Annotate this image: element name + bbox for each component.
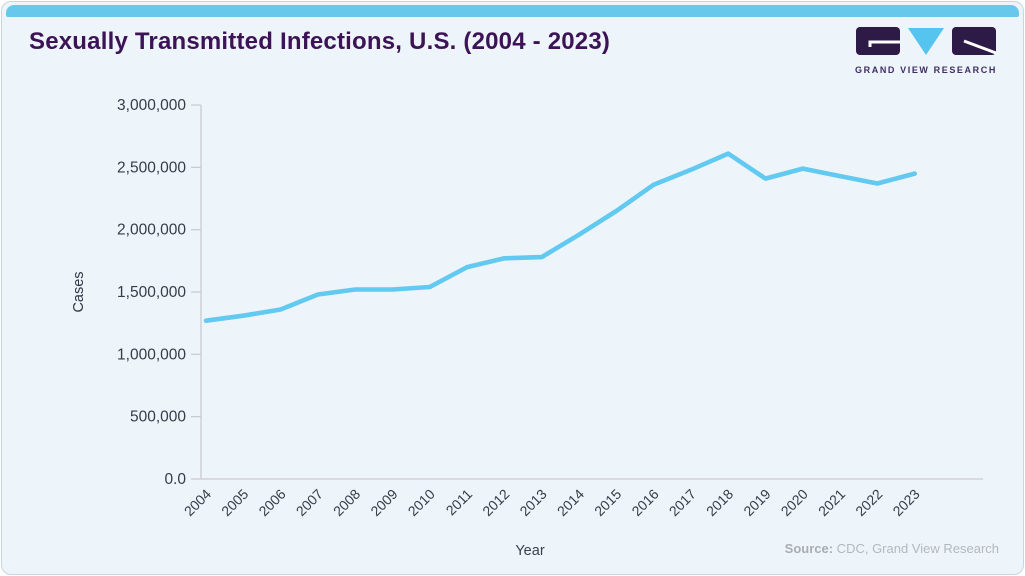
brand-logo: GRAND VIEW RESEARCH [855,24,997,75]
x-tick-label: 2009 [367,486,400,519]
x-tick-label: 2019 [740,486,773,519]
brand-logo-icon [856,27,997,55]
x-axis-title: Year [515,543,544,559]
y-tick-label: 3,000,000 [117,97,186,114]
x-tick-label: 2010 [405,486,438,519]
source-note: Source: CDC, Grand View Research [785,541,999,556]
x-tick-label: 2022 [852,486,885,519]
y-tick-label: 0.0 [164,471,186,488]
logo-r-cut [963,39,997,55]
x-tick-label: 2018 [703,486,736,519]
x-tick-label: 2021 [815,486,848,519]
x-tick-label: 2005 [218,486,251,519]
logo-g-cut [868,40,900,47]
x-tick-label: 2008 [330,486,363,519]
x-tick-label: 2023 [889,486,922,519]
data-line-cases [203,151,918,324]
x-tick-label: 2006 [255,486,288,519]
x-tick-label: 2012 [479,486,512,519]
page-title: Sexually Transmitted Infections, U.S. (2… [29,28,611,55]
x-tick-label: 2017 [666,486,699,519]
x-tick-label: 2007 [293,486,326,519]
x-tick-label: 2004 [181,486,214,519]
x-tick-label: 2014 [554,486,587,519]
x-tick-label: 2013 [516,486,549,519]
brand-logo-text: GRAND VIEW RESEARCH [855,65,997,75]
x-tick-label: 2015 [591,486,624,519]
y-tick-label: 1,000,000 [117,346,186,363]
y-axis-title: Cases [71,271,87,312]
y-tick-label: 2,500,000 [117,159,186,176]
logo-v-triangle [908,28,944,55]
x-tick-label: 2016 [628,486,661,519]
source-label: Source: [784,541,834,556]
x-tick-label: 2020 [778,486,811,519]
y-tick-label: 1,500,000 [117,284,186,301]
x-tick-label: 2011 [443,486,476,519]
y-tick-label: 500,000 [130,409,186,426]
source-text: CDC, Grand View Research [833,541,999,556]
y-tick-label: 2,000,000 [117,222,186,239]
top-accent-bar [6,5,1019,17]
